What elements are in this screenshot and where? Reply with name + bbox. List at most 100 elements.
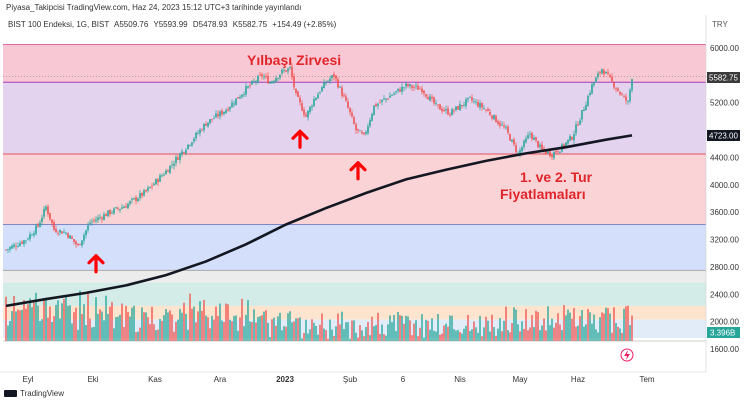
candle-body (599, 72, 601, 73)
candle-body (287, 68, 289, 72)
volume-bar (513, 307, 515, 341)
volume-bar (209, 328, 211, 341)
volume-bar (403, 323, 405, 341)
candle-body (413, 86, 415, 88)
volume-bar (535, 310, 537, 341)
candle-body (91, 221, 93, 223)
candle-body (293, 76, 295, 88)
volume-bar (169, 310, 171, 341)
ohlc-open: A5509.76 (114, 20, 149, 29)
volume-bar (269, 337, 271, 341)
candle-body (433, 97, 435, 104)
volume-bar (161, 320, 163, 341)
volume-bar (387, 324, 389, 341)
volume-bar (111, 302, 113, 341)
candle-body (79, 244, 81, 245)
volume-bar (33, 302, 35, 341)
volume-bar (87, 292, 89, 341)
candle-body (611, 76, 613, 82)
candle-body (37, 224, 39, 227)
volume-bar (191, 308, 193, 341)
volume-bar (283, 326, 285, 341)
x-tick-label: Haz (571, 375, 585, 384)
volume-bar (529, 327, 531, 341)
candle-body (185, 149, 187, 154)
volume-bar (31, 307, 33, 341)
candle-body (569, 136, 571, 141)
candle-body (591, 84, 593, 94)
candle-body (209, 119, 211, 124)
candle-body (225, 110, 227, 114)
candle-body (255, 81, 257, 82)
volume-bar (49, 306, 51, 341)
candle-body (409, 84, 411, 87)
candle-body (295, 88, 297, 93)
candle-body (347, 101, 349, 108)
candle-body (391, 95, 393, 96)
volume-bar (467, 314, 469, 341)
volume-bar (179, 308, 181, 341)
candle-body (201, 129, 203, 131)
candle-body (529, 133, 531, 135)
candle-body (81, 240, 83, 246)
volume-bar (261, 315, 263, 341)
volume-bar (373, 326, 375, 341)
volume-bar (21, 309, 23, 341)
volume-bar (451, 315, 453, 341)
volume-bar (457, 329, 459, 341)
candle-body (159, 175, 161, 182)
candle-body (497, 121, 499, 124)
volume-bar (107, 313, 109, 341)
candle-body (123, 206, 125, 209)
volume-bar (483, 327, 485, 341)
volume-bar (471, 329, 473, 341)
candle-body (537, 141, 539, 148)
candle-body (395, 91, 397, 93)
candle-body (565, 142, 567, 147)
volume-bar (29, 298, 31, 341)
candle-body (309, 106, 311, 113)
candle-body (619, 91, 621, 95)
annotation-elections-2: Fiyatlamaları (500, 186, 586, 202)
candle-body (273, 80, 275, 83)
last-price-badge: 5582.75 (709, 74, 738, 83)
candle-body (523, 140, 525, 147)
candle-body (39, 222, 41, 227)
candle-body (317, 94, 319, 99)
volume-bar (349, 338, 351, 341)
volume-bar (225, 303, 227, 341)
last-price-badge-bg (707, 72, 740, 83)
volume-bar (565, 315, 567, 341)
volume-bar (413, 323, 415, 341)
candle-body (579, 120, 581, 125)
volume-bar (7, 325, 9, 341)
volume-bar (393, 314, 395, 341)
candle-body (329, 78, 331, 82)
volume-bar (329, 319, 331, 341)
candle-body (95, 219, 97, 222)
x-tick-label: 6 (401, 375, 406, 384)
volume-bar (217, 316, 219, 341)
volume-bar (313, 322, 315, 341)
volume-bar (391, 322, 393, 341)
candle-body (313, 98, 315, 106)
volume-bar (617, 326, 619, 341)
volume-bar (235, 315, 237, 341)
volume-bar (249, 321, 251, 341)
volume-bar (281, 330, 283, 341)
candle-body (319, 92, 321, 94)
y-tick-label: 3200.00 (710, 236, 739, 245)
volume-bar (127, 312, 129, 341)
lightning-icon[interactable] (620, 348, 634, 362)
candle-body (85, 230, 87, 236)
volume-bar (241, 298, 243, 341)
candle-body (623, 95, 625, 97)
candle-body (435, 103, 437, 104)
volume-bar (83, 304, 85, 341)
candle-body (217, 113, 219, 117)
volume-bar (427, 320, 429, 341)
candle-body (573, 134, 575, 141)
volume-bar (149, 324, 151, 341)
volume-bar (5, 296, 7, 341)
